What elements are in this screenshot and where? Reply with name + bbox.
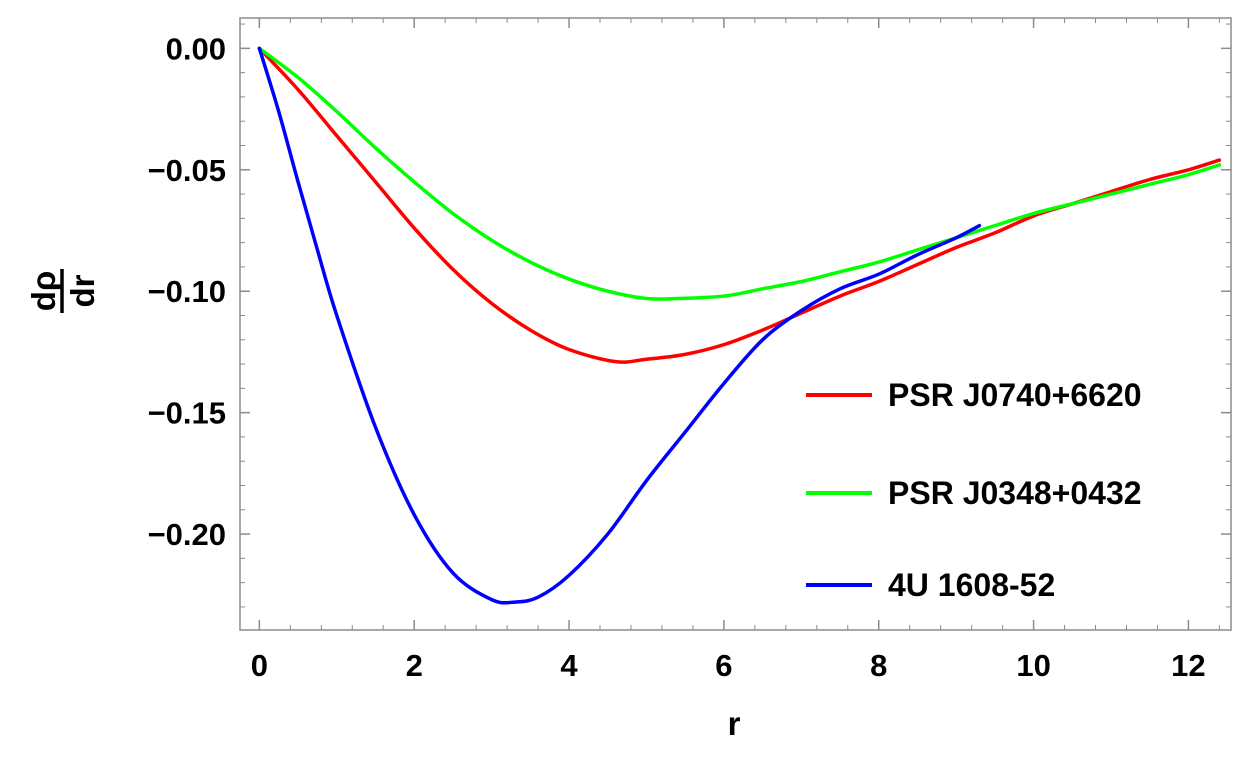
x-tick-label: 10 xyxy=(1016,648,1050,683)
x-tick-label: 8 xyxy=(870,648,887,683)
x-axis-title: r xyxy=(728,705,741,742)
x-tick-label: 4 xyxy=(560,648,578,683)
y-tick-label: −0.10 xyxy=(148,274,226,309)
series-line-psr-j0348-0432 xyxy=(257,46,1222,301)
x-tick-label: 12 xyxy=(1171,648,1205,683)
y-axis-title-numerator: dρ xyxy=(25,271,62,312)
plot-frame xyxy=(239,17,1232,631)
legend-label-psr-j0348-0432: PSR J0348+0432 xyxy=(888,475,1142,511)
y-axis-title: dρ dr xyxy=(25,269,101,313)
legend-label-4u-1608-52: 4U 1608-52 xyxy=(888,567,1055,603)
legend: PSR J0740+6620 PSR J0348+0432 4U 1608-52 xyxy=(806,377,1142,603)
ticks-layer xyxy=(240,18,1231,630)
x-tick-label: 2 xyxy=(406,648,423,683)
legend-label-psr-j0740-6620: PSR J0740+6620 xyxy=(888,377,1142,413)
y-tick-label: 0.00 xyxy=(166,31,226,66)
series-line-4u-1608-52 xyxy=(257,46,982,605)
y-tick-label: −0.05 xyxy=(148,153,226,188)
x-tick-label: 0 xyxy=(251,648,268,683)
y-axis-title-denominator: dr xyxy=(64,274,101,307)
x-tick-label: 6 xyxy=(715,648,732,683)
y-tick-label: −0.20 xyxy=(148,517,226,552)
series-layer xyxy=(257,46,1222,605)
y-tick-label: −0.15 xyxy=(148,396,226,431)
labels-layer: 0 2 4 6 8 10 12 0.00 −0.05 −0.10 −0.15 −0.20 xyxy=(148,31,1206,683)
